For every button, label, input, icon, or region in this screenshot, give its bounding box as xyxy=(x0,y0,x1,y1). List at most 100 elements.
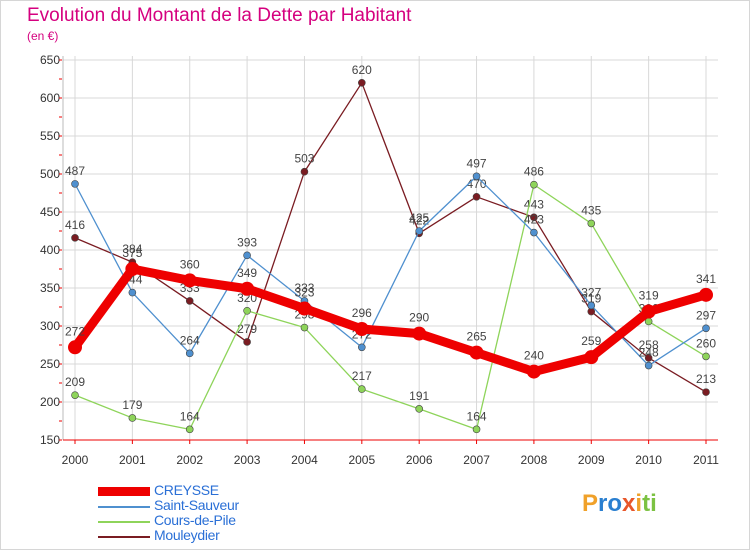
x-tick-label: 2002 xyxy=(176,453,203,467)
data-label-saint-sauveur: 497 xyxy=(467,156,487,170)
data-point-creysse xyxy=(584,350,599,365)
data-point-saint-sauveur xyxy=(128,288,137,297)
data-label-creysse: 259 xyxy=(581,334,601,348)
data-point-creysse xyxy=(125,262,140,276)
data-point-creysse xyxy=(526,364,541,379)
series-line-cours-de-pile xyxy=(74,183,707,431)
x-tick-label: 2011 xyxy=(693,453,719,467)
data-point-cours-de-pile xyxy=(702,352,710,361)
data-label-saint-sauveur: 264 xyxy=(180,333,200,347)
data-label-cours-de-pile: 435 xyxy=(581,203,601,217)
x-tick-label: 2008 xyxy=(521,453,548,467)
data-label-creysse: 296 xyxy=(352,306,372,320)
data-label-mouleydier: 503 xyxy=(294,152,314,166)
x-tick-label: 2004 xyxy=(291,453,318,467)
data-label-saint-sauveur: 425 xyxy=(409,211,429,225)
data-label-creysse: 240 xyxy=(524,349,544,363)
y-tick-label: 500 xyxy=(40,167,60,181)
data-point-creysse xyxy=(240,281,255,296)
legend-label-mouleydier: Mouleydier xyxy=(154,527,220,543)
legend-label-creysse: CREYSSE xyxy=(154,482,219,498)
data-point-mouleydier xyxy=(530,213,538,222)
data-label-saint-sauveur: 423 xyxy=(524,213,544,227)
data-point-cours-de-pile xyxy=(71,391,79,399)
data-label-mouleydier: 620 xyxy=(352,63,372,77)
chart-title: Evolution du Montant de la Dette par Hab… xyxy=(27,5,412,26)
series-line-mouleydier xyxy=(74,82,707,393)
data-point-cours-de-pile xyxy=(415,405,423,413)
x-tick-label: 2000 xyxy=(62,453,89,467)
data-point-creysse xyxy=(641,304,656,319)
data-label-creysse: 323 xyxy=(294,286,314,300)
data-label-cours-de-pile: 486 xyxy=(524,165,544,179)
data-label-mouleydier: 213 xyxy=(696,372,716,386)
legend-swatch-mouleydier xyxy=(98,536,150,538)
data-label-mouleydier: 416 xyxy=(65,218,85,232)
data-point-cours-de-pile xyxy=(185,425,194,434)
data-label-creysse: 290 xyxy=(409,311,429,325)
data-label-cours-de-pile: 217 xyxy=(352,369,372,383)
data-point-saint-sauveur xyxy=(71,180,79,188)
data-point-saint-sauveur xyxy=(530,228,538,237)
x-tick-label: 2007 xyxy=(463,453,490,467)
data-point-cours-de-pile xyxy=(128,414,137,422)
data-label-creysse: 360 xyxy=(180,257,200,271)
data-point-cours-de-pile xyxy=(472,425,481,434)
data-point-saint-sauveur xyxy=(587,301,596,310)
data-label-saint-sauveur: 333 xyxy=(294,281,314,295)
logo-letter: r xyxy=(598,490,608,517)
y-tick-label: 650 xyxy=(40,53,60,67)
proxiti-logo: Proxiti xyxy=(582,490,657,518)
data-point-mouleydier xyxy=(185,297,194,305)
x-tick-label: 2003 xyxy=(234,453,261,467)
series-line-saint-sauveur xyxy=(74,175,707,367)
data-point-cours-de-pile xyxy=(243,306,251,315)
data-point-creysse xyxy=(354,322,369,337)
data-label-creysse: 319 xyxy=(639,289,659,303)
data-point-cours-de-pile xyxy=(587,219,596,228)
data-point-mouleydier xyxy=(358,79,366,87)
data-point-creysse xyxy=(412,326,427,341)
legend-swatch-cours-de-pile xyxy=(98,521,150,523)
logo-letter: i xyxy=(650,490,657,517)
x-tick-label: 2009 xyxy=(578,453,605,467)
unit-label: (en €) xyxy=(27,29,59,43)
logo-letter: i xyxy=(635,490,643,517)
data-label-saint-sauveur: 248 xyxy=(639,346,659,360)
y-tick-label: 600 xyxy=(40,91,60,105)
data-point-creysse xyxy=(699,287,713,302)
data-point-creysse xyxy=(68,340,82,355)
data-label-cours-de-pile: 179 xyxy=(122,398,142,412)
legend-label-saint-sauveur: Saint-Sauveur xyxy=(154,497,239,513)
data-label-mouleydier: 319 xyxy=(581,292,601,306)
y-tick-label: 150 xyxy=(40,433,60,447)
data-label-creysse: 341 xyxy=(696,272,716,286)
data-point-mouleydier xyxy=(243,338,251,346)
data-point-cours-de-pile xyxy=(530,180,538,189)
data-point-creysse xyxy=(469,345,484,360)
y-tick-label: 300 xyxy=(40,319,60,333)
plot-area xyxy=(63,56,718,440)
data-point-creysse xyxy=(182,273,197,288)
legend-swatch-saint-sauveur xyxy=(98,506,150,508)
data-label-mouleydier: 443 xyxy=(524,197,544,211)
data-label-cours-de-pile: 260 xyxy=(696,336,716,350)
data-label-mouleydier: 384 xyxy=(122,242,142,256)
data-point-saint-sauveur xyxy=(358,343,366,352)
data-label-mouleydier: 422 xyxy=(409,213,429,227)
data-label-cours-de-pile: 191 xyxy=(409,389,429,403)
data-point-cours-de-pile xyxy=(358,385,366,393)
y-tick-label: 200 xyxy=(40,395,60,409)
data-point-saint-sauveur xyxy=(415,227,423,235)
y-tick-label: 400 xyxy=(40,243,60,257)
logo-letter: x xyxy=(622,490,636,517)
data-label-mouleydier: 279 xyxy=(237,322,257,336)
logo-letter: t xyxy=(642,490,651,517)
data-label-cours-de-pile: 209 xyxy=(65,375,85,389)
data-label-saint-sauveur: 393 xyxy=(237,235,257,249)
data-point-saint-sauveur xyxy=(243,251,251,260)
data-point-cours-de-pile xyxy=(300,323,309,332)
data-label-creysse: 265 xyxy=(467,330,487,344)
legend-label-cours-de-pile: Cours-de-Pile xyxy=(154,512,236,528)
line-chart: 150 200 250 300 350 400 450 500 550 600 650 2000 200… xyxy=(40,53,719,467)
